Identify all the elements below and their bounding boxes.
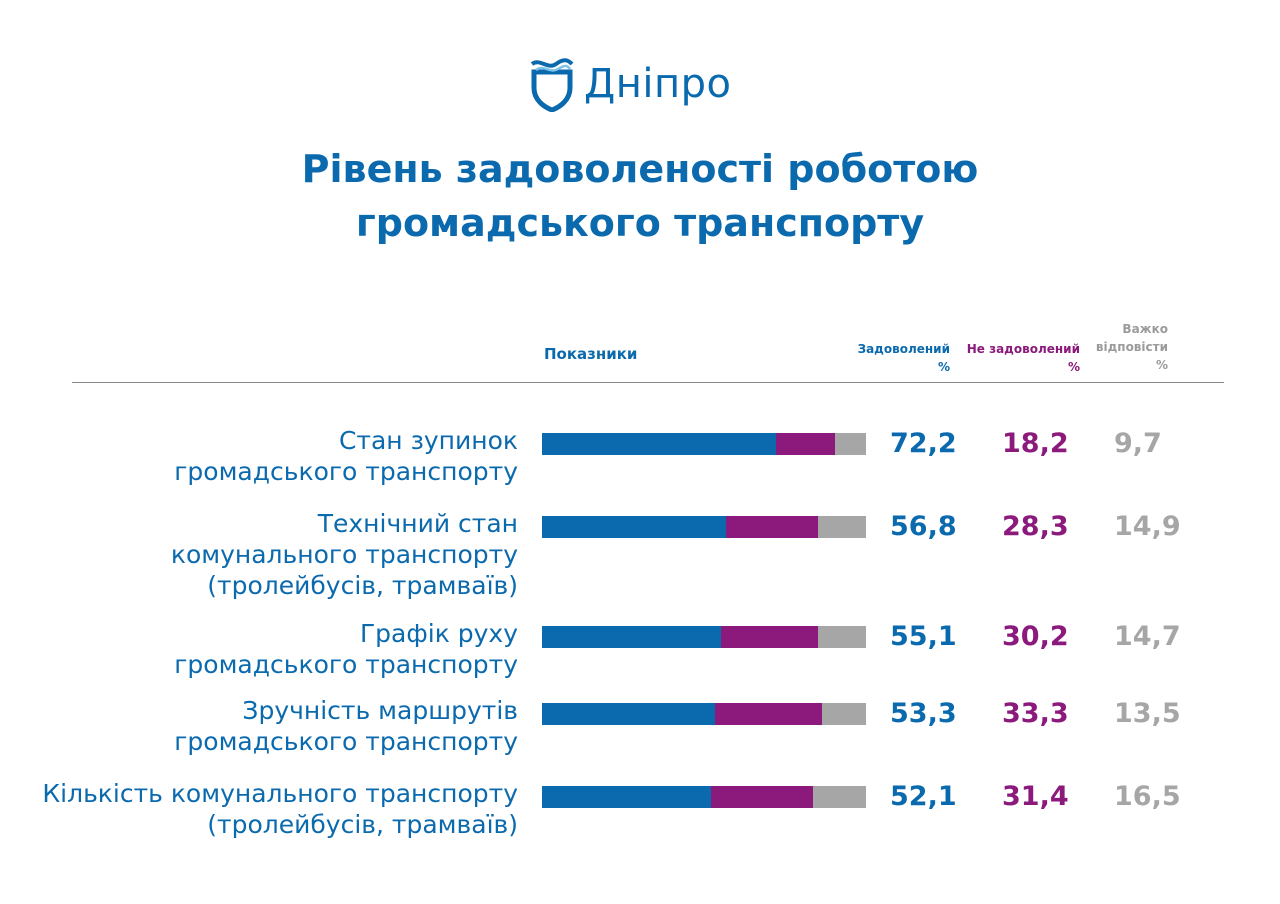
stacked-bar: [542, 626, 866, 648]
value-hard-to-answer: 14,7: [1114, 621, 1181, 652]
bar-segment-unsatisfied: [726, 516, 818, 538]
value-hard-to-answer: 13,5: [1114, 698, 1181, 729]
category-label-line: (тролейбусів, трамваїв): [207, 571, 518, 600]
stacked-bar: [542, 433, 866, 455]
category-label: Технічний стан комунального транспорту (тр…: [171, 508, 518, 601]
category-label-line: Зручність маршрутів: [242, 696, 518, 725]
stacked-bar: [542, 703, 866, 725]
value-hard-to-answer: 14,9: [1114, 511, 1181, 542]
value-hard-to-answer: 9,7: [1114, 428, 1162, 459]
category-label-line: Графік руху: [359, 619, 518, 648]
shield-wave-icon: [530, 58, 574, 112]
stacked-bar: [542, 516, 866, 538]
bar-segment-satisfied: [542, 703, 715, 725]
header-indicators: Показники: [544, 345, 638, 363]
header-hard-to-answer: Важко відповісти %: [1096, 320, 1168, 374]
title-line-2: громадського транспорту: [355, 201, 925, 245]
value-unsatisfied: 31,4: [1002, 781, 1069, 812]
value-satisfied: 53,3: [890, 698, 957, 729]
category-label: Стан зупинок громадського транспорту: [174, 425, 518, 487]
logo-text: Дніпро: [584, 61, 732, 107]
category-label-line: комунального транспорту: [170, 540, 518, 569]
value-unsatisfied: 30,2: [1002, 621, 1069, 652]
header-unsatisfied-unit: %: [1067, 360, 1080, 374]
category-label: Зручність маршрутів громадського транспор…: [174, 695, 518, 757]
bar-segment-hard-to-answer: [818, 626, 866, 648]
page-title: Рівень задоволеності роботою громадськог…: [0, 142, 1280, 250]
header-satisfied-unit: %: [937, 360, 950, 374]
stacked-bar: [542, 786, 866, 808]
header-unsatisfied: Не задоволений %: [967, 340, 1080, 376]
category-label: Кількість комунального транспорту (тролей…: [42, 778, 518, 840]
bar-segment-satisfied: [542, 626, 721, 648]
bar-segment-hard-to-answer: [812, 786, 866, 808]
value-unsatisfied: 28,3: [1002, 511, 1069, 542]
category-label-line: (тролейбусів, трамваїв): [207, 810, 518, 839]
value-satisfied: 56,8: [890, 511, 957, 542]
category-label-line: Технічний стан: [317, 509, 518, 538]
value-satisfied: 52,1: [890, 781, 957, 812]
header-unsatisfied-label: Не задоволений: [966, 342, 1080, 356]
header-hard-line-2: відповісти: [1095, 340, 1168, 354]
value-satisfied: 72,2: [890, 428, 957, 459]
category-label-line: громадського транспорту: [174, 650, 518, 679]
category-label-line: Кількість комунального транспорту: [42, 779, 518, 808]
header-satisfied-label: Задоволений: [857, 342, 950, 356]
bar-segment-unsatisfied: [710, 786, 813, 808]
category-label-line: Стан зупинок: [338, 426, 518, 455]
category-label-line: громадського транспорту: [174, 457, 518, 486]
category-label: Графік руху громадського транспорту: [174, 618, 518, 680]
value-unsatisfied: 18,2: [1002, 428, 1069, 459]
header-hard-line-1: Важко: [1122, 322, 1168, 336]
bar-segment-satisfied: [542, 786, 711, 808]
bar-segment-unsatisfied: [775, 433, 835, 455]
header-hard-unit: %: [1155, 358, 1168, 372]
bar-segment-hard-to-answer: [817, 516, 866, 538]
header-divider: [72, 382, 1224, 383]
bar-segment-hard-to-answer: [834, 433, 866, 455]
title-line-1: Рівень задоволеності роботою: [301, 147, 979, 191]
bar-segment-hard-to-answer: [822, 703, 866, 725]
bar-segment-unsatisfied: [714, 703, 823, 725]
value-hard-to-answer: 16,5: [1114, 781, 1181, 812]
bar-segment-satisfied: [542, 516, 727, 538]
bar-segment-unsatisfied: [720, 626, 819, 648]
logo: Дніпро: [528, 56, 732, 112]
bar-segment-satisfied: [542, 433, 776, 455]
header-satisfied: Задоволений %: [858, 340, 950, 376]
category-label-line: громадського транспорту: [174, 727, 518, 756]
value-unsatisfied: 33,3: [1002, 698, 1069, 729]
value-satisfied: 55,1: [890, 621, 957, 652]
